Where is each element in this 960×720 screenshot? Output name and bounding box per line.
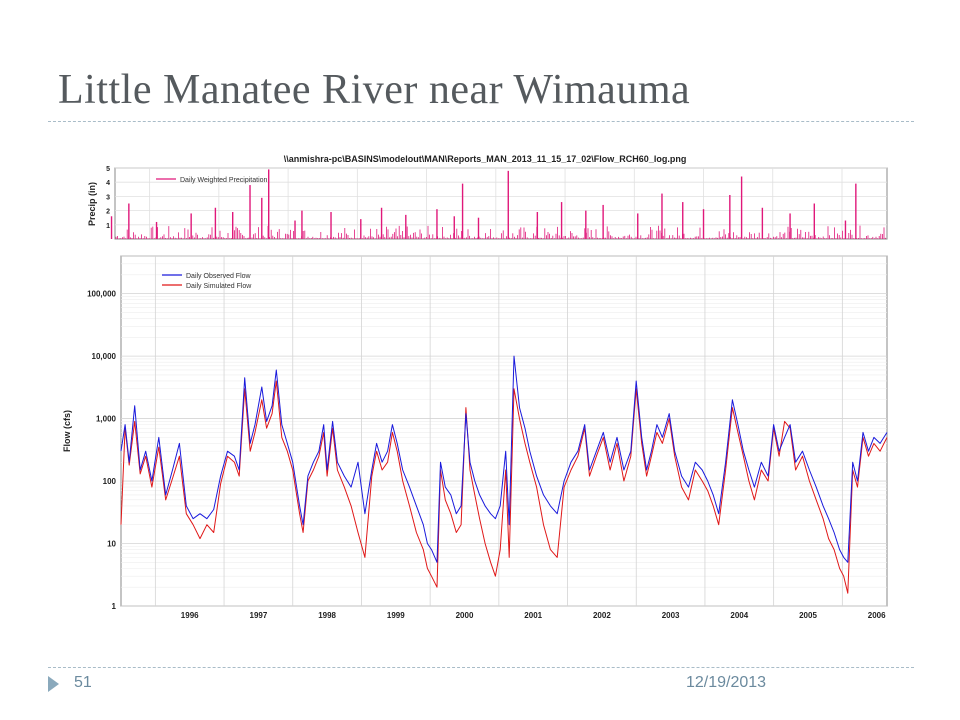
flow-y-axis-label: Flow (cfs) (62, 410, 72, 452)
slide-date: 12/19/2013 (686, 674, 767, 691)
precip-y-tick-label: 4 (106, 180, 110, 187)
flow-y-tick-label: 100 (103, 477, 117, 486)
precip-y-axis-label: Precip (in) (87, 182, 97, 226)
flow-x-tick-label: 2001 (524, 611, 542, 620)
slide-number: 51 (74, 674, 92, 691)
slide-bullet-icon (48, 676, 59, 692)
flow-y-tick-label: 1 (112, 602, 117, 611)
flow-y-tick-label: 10 (107, 540, 116, 549)
flow-x-tick-label: 2006 (868, 611, 886, 620)
flow-x-tick-label: 1999 (387, 611, 405, 620)
precip-legend-label: Daily Weighted Precipitation (180, 177, 268, 184)
observed-legend-label: Daily Observed Flow (186, 273, 252, 280)
simulated-legend-label: Daily Simulated Flow (186, 283, 252, 290)
flow-y-tick-label: 100,000 (87, 290, 116, 299)
observed-flow-line (120, 355, 888, 563)
flow-x-tick-label: 1998 (318, 611, 336, 620)
figure-file-path: \\anmishra-pc\BASINS\modelout\MAN\Report… (284, 154, 687, 164)
flow-x-tick-label: 2003 (662, 611, 680, 620)
precip-y-tick-label: 3 (106, 194, 110, 201)
precip-plot-area (114, 167, 888, 240)
precip-panel: 5 4 3 2 1 Precip (in) Daily Weighted Precipi… (87, 166, 888, 240)
flow-panel: 100,000 10,000 1,000 100 10 1 1996 1997 1998 199… (62, 255, 888, 620)
flow-y-tick-label: 10,000 (92, 352, 117, 361)
flow-x-tick-label: 1996 (181, 611, 199, 620)
flow-x-tick-label: 2004 (730, 611, 748, 620)
precip-y-tick-label: 5 (106, 166, 110, 173)
slide-title: Little Manatee River near Wimauma (58, 67, 691, 113)
title-divider (48, 121, 914, 122)
footer-divider (48, 667, 914, 668)
simulated-flow-line (120, 380, 888, 594)
precip-y-tick-label: 2 (106, 209, 110, 216)
flow-x-tick-label: 2005 (799, 611, 817, 620)
flow-y-tick-label: 1,000 (96, 415, 117, 424)
flow-x-tick-label: 2002 (593, 611, 611, 620)
flow-x-tick-label: 1997 (250, 611, 268, 620)
flow-x-tick-label: 2000 (456, 611, 474, 620)
precip-y-tick-label: 1 (106, 223, 110, 230)
